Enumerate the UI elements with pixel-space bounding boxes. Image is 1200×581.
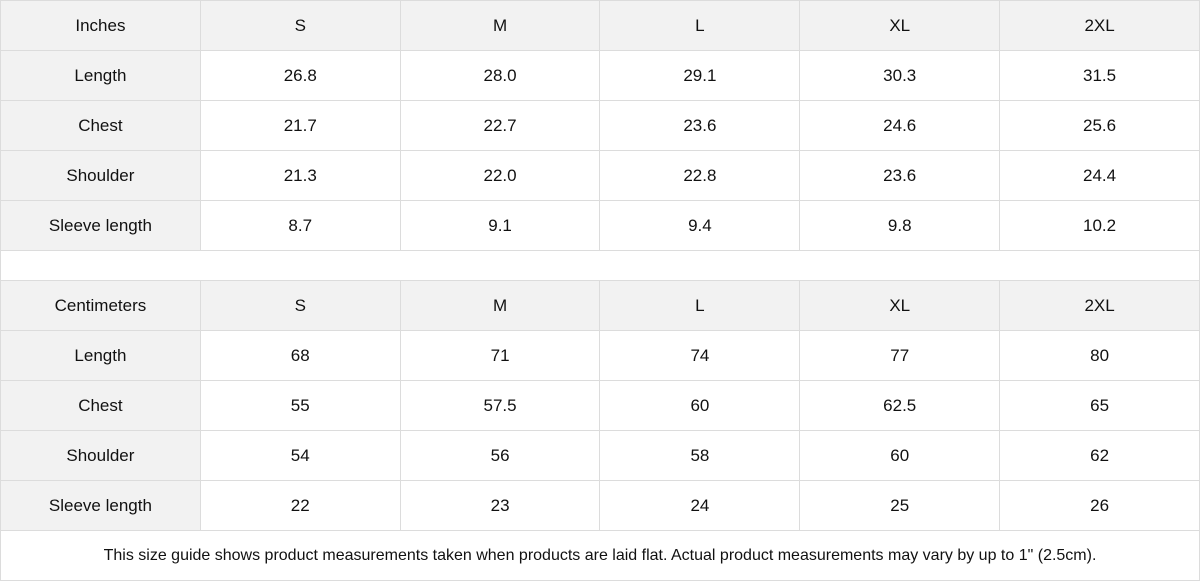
measurement-cell: 22.0 [399, 150, 601, 201]
unit-header: Centimeters [0, 280, 201, 331]
measurement-cell: 58 [599, 430, 801, 481]
measurement-cell: 57.5 [399, 380, 601, 431]
measurement-cell: 80 [999, 330, 1200, 381]
size-header: XL [799, 0, 1001, 51]
footnote: This size guide shows product measuremen… [0, 530, 1200, 581]
measurement-cell: 24.4 [999, 150, 1200, 201]
measurement-cell: 71 [399, 330, 601, 381]
measurement-cell: 21.7 [199, 100, 401, 151]
row-label: Sleeve length [0, 200, 201, 251]
measurement-cell: 23.6 [799, 150, 1001, 201]
footnote-row: This size guide shows product measuremen… [0, 530, 1200, 581]
row-label: Shoulder [0, 150, 201, 201]
measurement-cell: 55 [199, 380, 401, 431]
table-row: Sleeve length 22 23 24 25 26 [0, 480, 1200, 531]
measurement-cell: 62 [999, 430, 1200, 481]
header-row: Inches S M L XL 2XL [0, 0, 1200, 51]
row-label: Sleeve length [0, 480, 201, 531]
measurement-cell: 65 [999, 380, 1200, 431]
table-row: Sleeve length 8.7 9.1 9.4 9.8 10.2 [0, 200, 1200, 251]
measurement-cell: 68 [199, 330, 401, 381]
measurement-cell: 8.7 [199, 200, 401, 251]
size-header: M [399, 0, 601, 51]
measurement-cell: 9.8 [799, 200, 1001, 251]
measurement-cell: 24 [599, 480, 801, 531]
measurement-cell: 25 [799, 480, 1001, 531]
measurement-cell: 22.8 [599, 150, 801, 201]
table-row: Shoulder 54 56 58 60 62 [0, 430, 1200, 481]
row-label: Chest [0, 100, 201, 151]
unit-header: Inches [0, 0, 201, 51]
size-header: L [599, 280, 801, 331]
table-spacer [0, 250, 1200, 281]
row-label: Chest [0, 380, 201, 431]
measurement-cell: 62.5 [799, 380, 1001, 431]
measurement-cell: 23.6 [599, 100, 801, 151]
size-header: XL [799, 280, 1001, 331]
size-header: S [199, 280, 401, 331]
measurement-cell: 22 [199, 480, 401, 531]
row-label: Shoulder [0, 430, 201, 481]
table-row: Length 26.8 28.0 29.1 30.3 31.5 [0, 50, 1200, 101]
measurement-cell: 25.6 [999, 100, 1200, 151]
size-header: 2XL [999, 280, 1200, 331]
table-row: Chest 21.7 22.7 23.6 24.6 25.6 [0, 100, 1200, 151]
measurement-cell: 56 [399, 430, 601, 481]
row-label: Length [0, 330, 201, 381]
size-header: S [199, 0, 401, 51]
size-header: M [399, 280, 601, 331]
spacer-cell [0, 250, 1200, 281]
measurement-cell: 24.6 [799, 100, 1001, 151]
table-row: Chest 55 57.5 60 62.5 65 [0, 380, 1200, 431]
measurement-cell: 60 [599, 380, 801, 431]
measurement-cell: 77 [799, 330, 1001, 381]
measurement-cell: 29.1 [599, 50, 801, 101]
table-row: Length 68 71 74 77 80 [0, 330, 1200, 381]
measurement-cell: 26.8 [199, 50, 401, 101]
measurement-cell: 23 [399, 480, 601, 531]
measurement-cell: 9.1 [399, 200, 601, 251]
measurement-cell: 28.0 [399, 50, 601, 101]
row-label: Length [0, 50, 201, 101]
measurement-cell: 30.3 [799, 50, 1001, 101]
measurement-cell: 54 [199, 430, 401, 481]
header-row: Centimeters S M L XL 2XL [0, 280, 1200, 331]
size-header: 2XL [999, 0, 1200, 51]
measurement-cell: 21.3 [199, 150, 401, 201]
size-header: L [599, 0, 801, 51]
measurement-cell: 31.5 [999, 50, 1200, 101]
measurement-cell: 9.4 [599, 200, 801, 251]
measurement-cell: 74 [599, 330, 801, 381]
measurement-cell: 60 [799, 430, 1001, 481]
measurement-cell: 26 [999, 480, 1200, 531]
table-row: Shoulder 21.3 22.0 22.8 23.6 24.4 [0, 150, 1200, 201]
measurement-cell: 10.2 [999, 200, 1200, 251]
measurement-cell: 22.7 [399, 100, 601, 151]
